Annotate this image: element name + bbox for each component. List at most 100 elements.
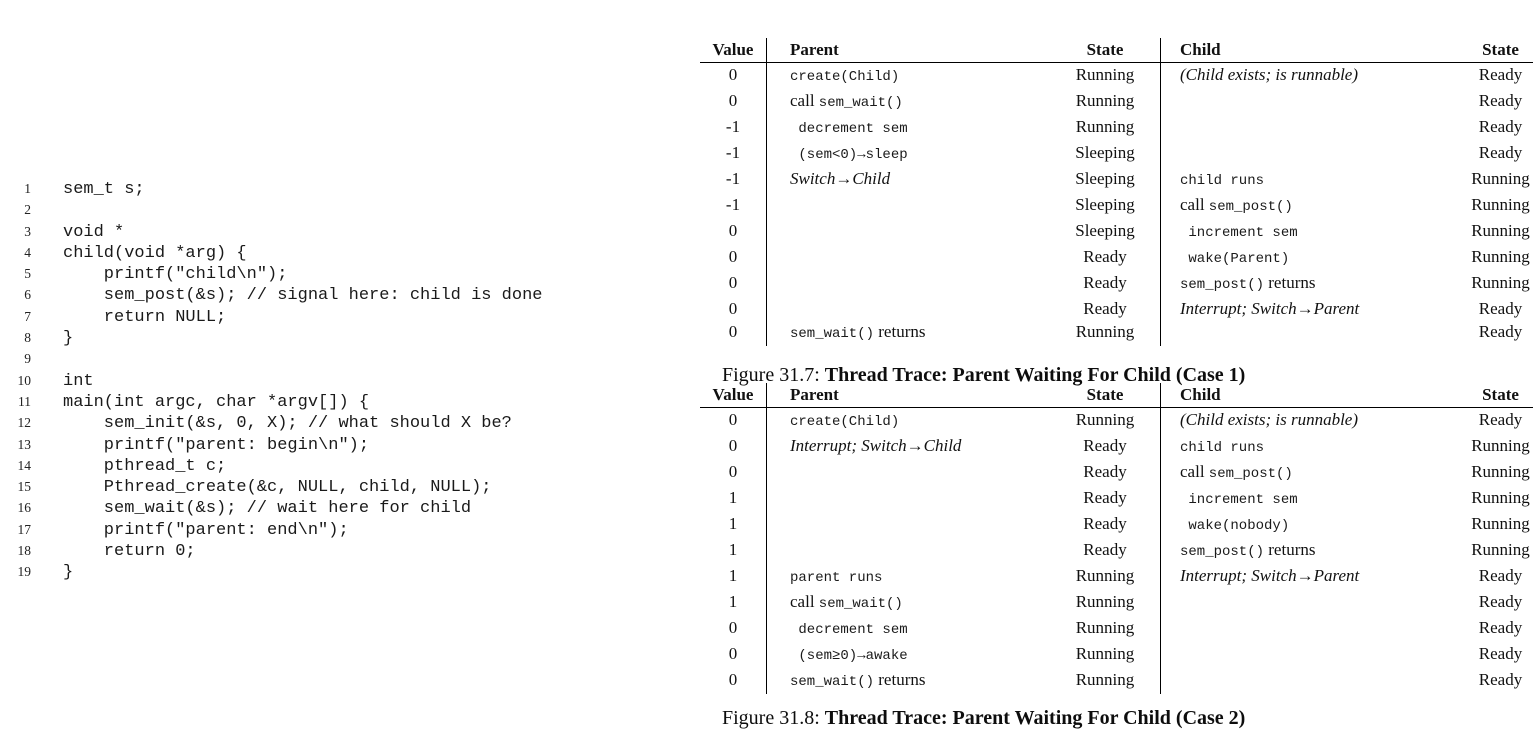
cell-child: call sem_post(): [1161, 460, 1435, 486]
text-segment: Running: [1471, 462, 1530, 481]
code-text: sem_post(&s); // signal here: child is d…: [63, 286, 543, 306]
cell-child-state: Ready: [1434, 616, 1533, 642]
column-header-value-0: Value: [700, 383, 767, 408]
code-segment: sem_post(): [1180, 544, 1265, 560]
code-line: 16 sem_wait(&s); // wait here for child: [10, 497, 542, 518]
code-segment: sem_wait(): [818, 95, 903, 111]
cell-child: [1161, 668, 1435, 694]
code-text: child(void *arg) {: [63, 243, 247, 263]
text-segment: Ready: [1083, 299, 1127, 318]
table-row: 0 (sem≥0)→awake Running Ready: [700, 642, 1533, 668]
cell-child-state: Ready: [1434, 115, 1533, 141]
cell-child: [1161, 115, 1435, 141]
cell-parent: decrement sem: [767, 115, 1051, 141]
text-segment: Running: [1075, 65, 1135, 84]
text-segment: Running: [1471, 221, 1530, 240]
cell-child-state: Running: [1434, 538, 1533, 564]
line-number: 11: [18, 393, 31, 409]
cell-parent-state: Running: [1050, 668, 1161, 694]
code-line: 7 return NULL;: [10, 306, 542, 327]
text-segment: returns: [874, 322, 926, 341]
text-segment: Running: [1075, 410, 1135, 429]
cell-parent-state: Running: [1050, 616, 1161, 642]
cell-parent: (sem<0)→sleep: [767, 141, 1051, 167]
figure-caption-title: Thread Trace: Parent Waiting For Child (…: [824, 364, 1246, 386]
line-number: 16: [17, 500, 32, 516]
figure-caption-title: Thread Trace: Parent Waiting For Child (…: [824, 707, 1246, 729]
line-number: 14: [17, 457, 32, 473]
code-text: sem_init(&s, 0, X); // what should X be?: [63, 414, 512, 434]
line-number: 13: [17, 436, 32, 452]
code-text: return NULL;: [63, 307, 227, 327]
text-segment: 0: [728, 247, 738, 266]
code-text: main(int argc, char *argv[]) {: [63, 392, 370, 412]
text-segment: 1: [728, 514, 738, 533]
code-line: 2: [10, 199, 542, 220]
text-segment: Ready: [1083, 273, 1127, 292]
text-segment: Ready: [1478, 592, 1523, 611]
code-segment: increment sem: [1180, 492, 1298, 508]
line-number: 1: [24, 181, 31, 196]
cell-child: child runs: [1161, 434, 1435, 460]
cell-parent: (sem≥0)→awake: [767, 642, 1051, 668]
line-number: 8: [24, 330, 31, 346]
cell-value: 1: [700, 512, 767, 538]
cell-child-state: Running: [1434, 512, 1533, 538]
cell-parent-state: Running: [1050, 407, 1161, 434]
cell-child: Interrupt; Switch→Parent: [1161, 564, 1435, 590]
text-segment: Ready: [1083, 514, 1127, 533]
figure-caption-prefix: Figure 31.8:: [722, 707, 825, 729]
text-segment: Running: [1471, 247, 1530, 266]
cell-value: 0: [700, 245, 767, 271]
text-segment: Running: [1075, 618, 1135, 637]
text-segment: Sleeping: [1075, 143, 1135, 162]
cell-value: 0: [700, 407, 767, 434]
column-header-parent-1: Parent: [766, 38, 1050, 63]
column-header-state-4: State: [1434, 38, 1533, 63]
cell-child-state: Running: [1434, 167, 1533, 193]
text-segment: Running: [1075, 91, 1135, 110]
cell-value: 0: [700, 219, 767, 245]
cell-child: [1161, 590, 1435, 616]
text-segment: Running: [1075, 117, 1135, 136]
cell-child-state: Ready: [1434, 590, 1533, 616]
table-row: 0 sem_wait() returns Running Ready: [700, 668, 1533, 694]
text-segment: Running: [1471, 540, 1530, 559]
code-text: sem_t s;: [63, 180, 145, 199]
code-segment: create(Child): [790, 69, 900, 85]
italic-segment: (Child exists; is runnable): [1180, 65, 1359, 84]
code-text: printf("child\n");: [63, 265, 288, 285]
cell-parent-state: Sleeping: [1050, 219, 1161, 245]
code-segment: sem_wait(): [790, 674, 875, 690]
text-segment: call: [790, 592, 819, 611]
cell-child: [1161, 141, 1435, 167]
code-listing: 1 sem_t s; 2 3 void * 4 child(void *arg) {5 pr…: [10, 178, 543, 583]
cell-child-state: Ready: [1434, 320, 1533, 346]
cell-parent: [767, 538, 1051, 564]
code-segment: sem_post(): [1208, 199, 1293, 215]
table-row: -1 Sleeping call sem_post() Running: [700, 193, 1533, 219]
cell-parent-state: Ready: [1050, 486, 1161, 512]
cell-child-state: Ready: [1434, 668, 1533, 694]
line-number: 9: [24, 351, 31, 367]
cell-child-state: Ready: [1434, 89, 1533, 115]
text-segment: 0: [728, 644, 738, 663]
text-segment: Ready: [1478, 143, 1523, 162]
cell-parent-state: Running: [1050, 642, 1161, 668]
text-segment: 1: [728, 540, 738, 559]
code-text: sem_wait(&s); // wait here for child: [63, 499, 472, 519]
line-number: 5: [24, 266, 31, 282]
text-segment: Running: [1075, 322, 1135, 341]
text-segment: 0: [728, 618, 738, 637]
cell-value: 0: [700, 62, 767, 89]
text-segment: Running: [1471, 273, 1530, 292]
column-header-value-0: Value: [700, 38, 767, 63]
table-row: 0 Ready call sem_post() Running: [700, 460, 1533, 486]
text-segment: Ready: [1083, 488, 1127, 507]
cell-child: (Child exists; is runnable): [1161, 408, 1435, 435]
italic-segment: Interrupt; Switch→Child: [790, 436, 962, 455]
line-number: 10: [17, 372, 32, 388]
code-text: }: [63, 329, 74, 349]
table-row: 0 call sem_wait() Running Ready: [700, 89, 1533, 115]
text-segment: 0: [728, 322, 738, 341]
